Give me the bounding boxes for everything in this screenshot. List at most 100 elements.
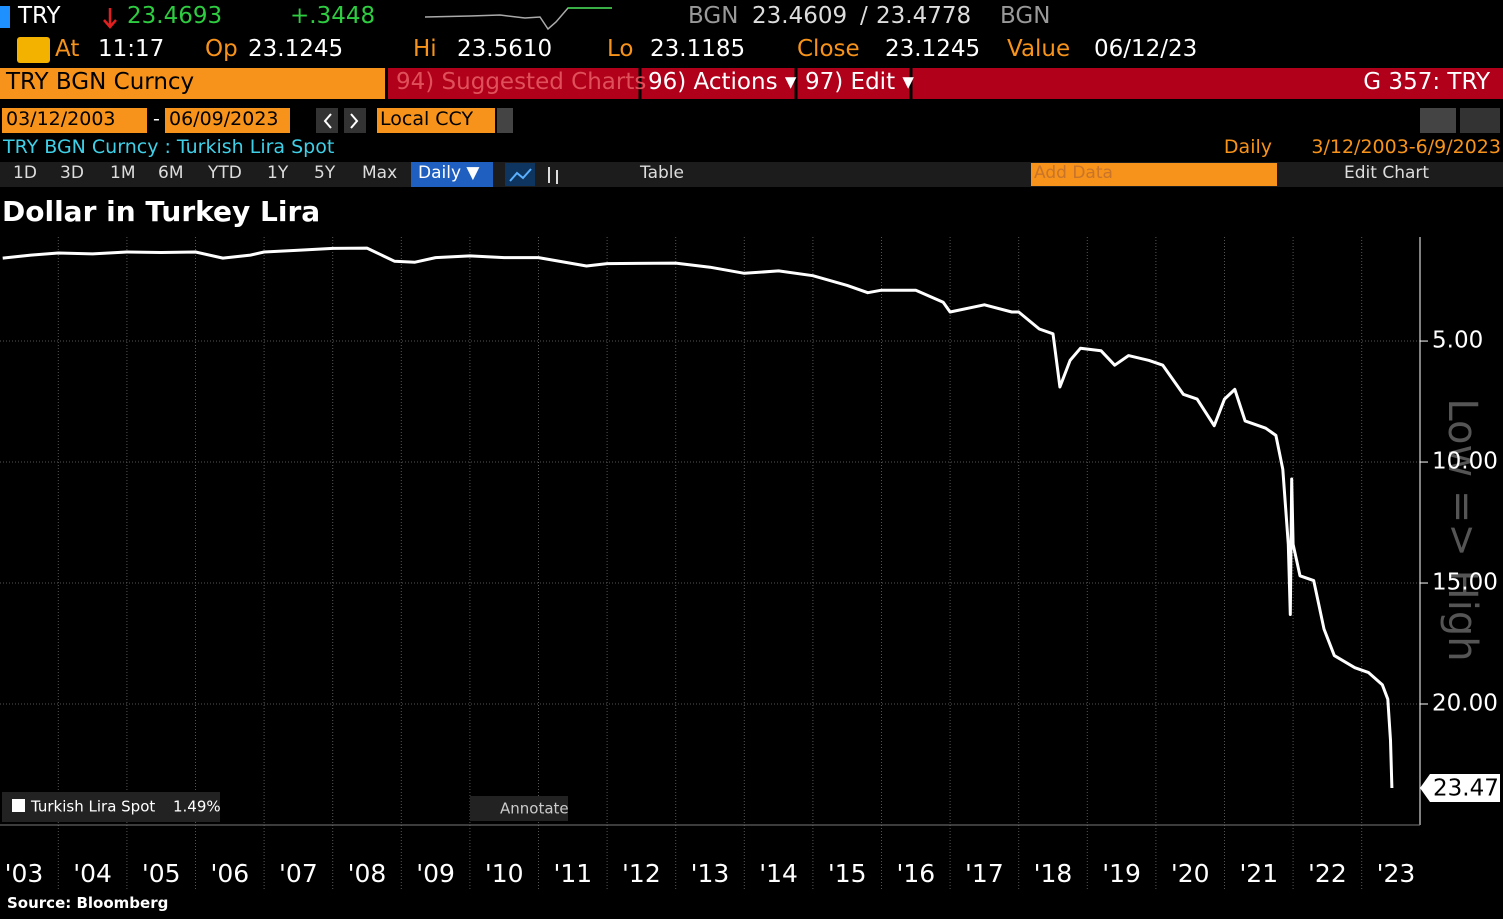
- x-tick-label: '18: [1034, 859, 1073, 888]
- frequency-button[interactable]: [411, 162, 493, 187]
- y-tick-label: 10.00: [1432, 449, 1498, 475]
- open: 23.1245: [248, 36, 344, 62]
- x-tick-label: '19: [1102, 859, 1141, 888]
- currency[interactable]: Local CCY: [380, 108, 474, 130]
- x-tick-label: '22: [1308, 859, 1347, 888]
- separator: /: [860, 3, 868, 29]
- bar-icon[interactable]: [548, 167, 558, 184]
- low: 23.1185: [650, 36, 746, 62]
- label: Close: [797, 36, 860, 62]
- period-button[interactable]: 1M: [110, 163, 136, 183]
- bid-source: BGN: [688, 3, 739, 29]
- down-arrow: [103, 8, 117, 29]
- chart-title: Dollar in Turkey Lira: [2, 195, 321, 228]
- close: 23.1245: [885, 36, 981, 62]
- axis-note: Low => High: [1439, 398, 1485, 661]
- edit-menu[interactable]: 97) Edit ▾: [805, 69, 914, 95]
- undo-button[interactable]: [1420, 108, 1456, 133]
- last-value-label: 23.47: [1433, 775, 1499, 801]
- bid: 23.4609: [752, 3, 848, 29]
- period-button[interactable]: 1D: [13, 163, 37, 183]
- x-tick-label: '10: [485, 859, 524, 888]
- add-data[interactable]: Add Data: [1034, 163, 1113, 183]
- end-date[interactable]: 06/09/2023: [169, 108, 279, 130]
- x-tick-label: '13: [691, 859, 730, 888]
- x-tick-label: '11: [553, 859, 592, 888]
- security-field[interactable]: [0, 68, 385, 99]
- y-tick-label: 20.00: [1432, 691, 1498, 717]
- annotate-button[interactable]: [470, 796, 568, 821]
- sparkline: [424, 7, 612, 31]
- period-button[interactable]: 6M: [158, 163, 184, 183]
- price-line: [2, 246, 1394, 789]
- function: G 357: TRY: [1363, 69, 1490, 95]
- x-tick-label: '14: [759, 859, 798, 888]
- ticker: TRY: [18, 3, 61, 29]
- label: Lo: [607, 36, 634, 62]
- x-tick-label: '12: [622, 859, 661, 888]
- source: Source: Bloomberg: [7, 894, 169, 912]
- legend-value: 1.49%: [173, 798, 221, 816]
- x-tick-label: '16: [896, 859, 935, 888]
- label: Hi: [413, 36, 437, 62]
- label: At: [55, 36, 80, 62]
- x-tick-label: '15: [828, 859, 867, 888]
- ask: 23.4778: [876, 3, 972, 29]
- back-button[interactable]: [316, 108, 338, 133]
- table-button[interactable]: Table: [640, 163, 684, 183]
- start-date-field[interactable]: [2, 108, 147, 133]
- forward-button[interactable]: [344, 108, 366, 133]
- dash: -: [153, 108, 160, 130]
- description: TRY BGN Curncy : Turkish Lira Spot: [3, 136, 335, 158]
- label: Op: [205, 36, 238, 62]
- dropdown[interactable]: [497, 108, 513, 133]
- value-date: 06/12/23: [1094, 36, 1198, 62]
- status-square: [0, 6, 10, 28]
- frequency-button[interactable]: Daily ▼: [418, 163, 480, 183]
- legend-swatch: [12, 799, 25, 812]
- end-date-field[interactable]: [165, 108, 290, 133]
- x-tick-label: '07: [279, 859, 318, 888]
- change: +.3448: [290, 3, 376, 29]
- high: 23.5610: [457, 36, 553, 62]
- x-tick-label: '23: [1377, 859, 1416, 888]
- y-tick-label: 15.00: [1432, 570, 1498, 596]
- period-button[interactable]: Max: [362, 163, 398, 183]
- add-data-field[interactable]: [1031, 163, 1277, 186]
- x-tick-label: '05: [142, 859, 181, 888]
- arrows: [323, 113, 359, 129]
- x-tick-label: '03: [5, 859, 44, 888]
- x-tick-label: '08: [348, 859, 387, 888]
- x-tick-label: '17: [965, 859, 1004, 888]
- security[interactable]: TRY BGN Curncy: [6, 69, 195, 95]
- x-tick-label: '20: [1171, 859, 1210, 888]
- time: 11:17: [98, 36, 165, 62]
- x-tick-label: '09: [416, 859, 455, 888]
- period-button[interactable]: 3D: [60, 163, 84, 183]
- legend-box: [2, 792, 220, 822]
- x-tick-label: '21: [1239, 859, 1278, 888]
- start-date[interactable]: 03/12/2003: [6, 108, 116, 130]
- suggested-charts[interactable]: 94) Suggested Charts: [396, 69, 647, 95]
- y-tick-label: 5.00: [1432, 328, 1483, 354]
- period-button[interactable]: 1Y: [267, 163, 289, 183]
- frequency: Daily: [1223, 136, 1272, 158]
- legend-label: Turkish Lira Spot: [30, 798, 155, 816]
- period-button[interactable]: 5Y: [314, 163, 336, 183]
- label: Value: [1007, 36, 1071, 62]
- monitor-icon[interactable]: [17, 37, 50, 63]
- menu-bar: [388, 68, 1503, 99]
- period-button[interactable]: YTD: [208, 163, 242, 183]
- period: 3/12/2003-6/9/2023: [1311, 136, 1501, 158]
- annotate-label[interactable]: Annotate: [500, 800, 569, 818]
- edit-chart[interactable]: Edit Chart: [1344, 163, 1430, 183]
- actions-menu[interactable]: 96) Actions ▾: [648, 69, 797, 95]
- redo-button[interactable]: [1460, 108, 1500, 133]
- line-icon: [509, 168, 532, 182]
- ask-source: BGN: [1000, 3, 1051, 29]
- currency-field[interactable]: [377, 108, 495, 133]
- x-tick-label: '06: [210, 859, 249, 888]
- x-tick-label: '04: [73, 859, 112, 888]
